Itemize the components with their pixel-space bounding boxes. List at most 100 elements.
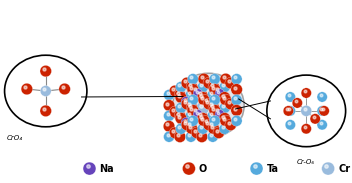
Circle shape (220, 94, 232, 106)
Circle shape (231, 74, 242, 85)
Circle shape (187, 105, 199, 116)
Circle shape (181, 117, 191, 127)
Circle shape (250, 162, 263, 175)
Circle shape (219, 102, 230, 113)
Circle shape (225, 98, 237, 110)
Circle shape (317, 120, 327, 130)
Circle shape (208, 123, 220, 135)
Text: Na: Na (99, 164, 114, 173)
Circle shape (186, 102, 198, 114)
Circle shape (169, 127, 181, 139)
Circle shape (174, 110, 186, 122)
Circle shape (319, 106, 329, 116)
Circle shape (174, 89, 186, 101)
Circle shape (220, 115, 232, 127)
Circle shape (164, 131, 175, 142)
Circle shape (174, 131, 186, 143)
Circle shape (203, 119, 215, 131)
Circle shape (208, 102, 220, 114)
Circle shape (207, 110, 218, 121)
Circle shape (213, 127, 225, 139)
Circle shape (185, 121, 197, 132)
Circle shape (187, 84, 199, 95)
Circle shape (213, 106, 225, 118)
Circle shape (164, 110, 175, 121)
Circle shape (186, 89, 196, 100)
Circle shape (191, 106, 203, 118)
Circle shape (310, 114, 320, 124)
Circle shape (196, 101, 209, 114)
Circle shape (209, 84, 221, 95)
Circle shape (40, 85, 51, 96)
Circle shape (231, 115, 242, 126)
Circle shape (203, 77, 215, 89)
Circle shape (208, 81, 220, 93)
Circle shape (181, 119, 193, 131)
Circle shape (197, 123, 208, 134)
Circle shape (59, 83, 70, 95)
Text: O: O (199, 164, 207, 173)
Circle shape (196, 131, 208, 143)
Circle shape (182, 162, 195, 175)
Circle shape (209, 115, 220, 126)
Circle shape (207, 89, 218, 100)
Circle shape (209, 74, 220, 85)
Circle shape (181, 97, 191, 106)
Circle shape (21, 83, 33, 95)
Circle shape (196, 89, 208, 101)
Circle shape (175, 92, 187, 103)
Circle shape (219, 123, 230, 134)
Circle shape (198, 115, 209, 127)
Circle shape (185, 100, 197, 111)
Circle shape (176, 123, 187, 134)
Circle shape (197, 92, 209, 103)
Circle shape (163, 100, 175, 111)
Circle shape (209, 94, 220, 105)
Circle shape (220, 73, 232, 85)
Circle shape (209, 105, 221, 116)
Circle shape (219, 82, 230, 92)
Ellipse shape (172, 73, 244, 138)
Circle shape (169, 106, 181, 118)
Circle shape (301, 105, 312, 116)
Circle shape (186, 123, 198, 135)
Circle shape (285, 92, 296, 102)
Circle shape (225, 77, 237, 89)
Circle shape (187, 115, 199, 126)
Circle shape (207, 100, 219, 111)
Circle shape (186, 81, 198, 93)
Circle shape (186, 131, 196, 142)
Circle shape (213, 85, 225, 97)
Circle shape (322, 162, 335, 175)
Circle shape (193, 89, 203, 98)
Circle shape (181, 98, 193, 110)
Circle shape (285, 106, 296, 116)
Circle shape (215, 89, 225, 98)
Circle shape (176, 82, 187, 92)
Circle shape (169, 85, 181, 97)
Circle shape (283, 106, 294, 116)
Circle shape (203, 117, 213, 127)
Circle shape (225, 119, 237, 131)
Circle shape (301, 88, 312, 98)
Circle shape (231, 105, 243, 116)
Circle shape (219, 92, 231, 103)
Text: Ta: Ta (266, 164, 278, 173)
Circle shape (163, 121, 175, 132)
Circle shape (187, 94, 199, 105)
Circle shape (186, 110, 196, 121)
Circle shape (207, 131, 218, 142)
Circle shape (191, 85, 203, 97)
Circle shape (203, 97, 213, 106)
Circle shape (219, 113, 231, 124)
Circle shape (198, 73, 209, 85)
Circle shape (193, 110, 203, 119)
Circle shape (197, 113, 209, 124)
Circle shape (198, 94, 209, 106)
Circle shape (231, 94, 242, 105)
Circle shape (301, 124, 312, 134)
Circle shape (197, 82, 208, 92)
Circle shape (181, 77, 193, 89)
Circle shape (83, 162, 96, 175)
Circle shape (203, 98, 215, 110)
